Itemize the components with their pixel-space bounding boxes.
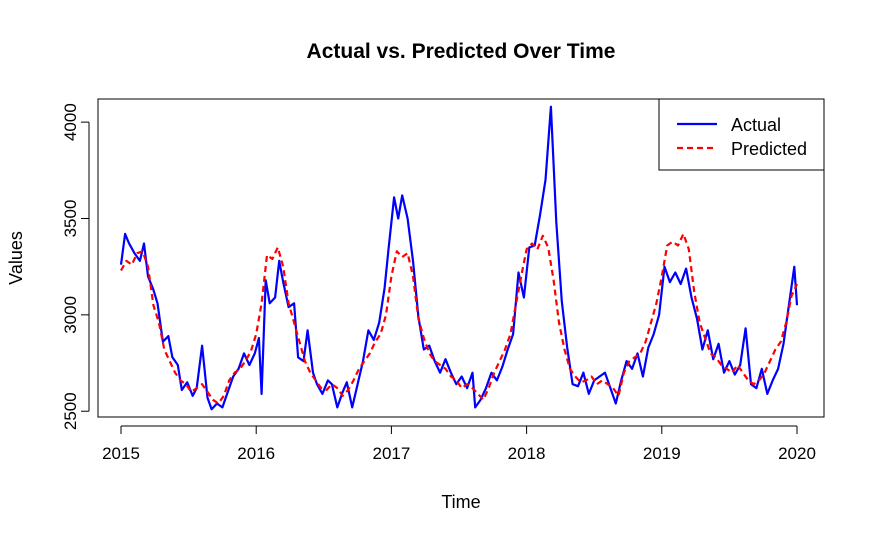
series-line-actual <box>119 105 799 411</box>
chart-title: Actual vs. Predicted Over Time <box>307 40 616 63</box>
series-line-predicted <box>120 232 798 405</box>
y-axis-label: Values <box>6 231 26 285</box>
series-layer <box>119 105 799 411</box>
y-tick-label: 3500 <box>61 200 80 238</box>
x-tick-label: 2016 <box>237 444 275 463</box>
x-axis: 2015 2016 2017 2018 2019 2020 <box>102 425 816 463</box>
y-tick-label: 2500 <box>61 392 80 430</box>
plot-frame <box>97 98 825 418</box>
x-tick-label: 2019 <box>643 444 681 463</box>
y-axis: 2500 3000 3500 4000 <box>61 103 90 430</box>
legend-label-actual: Actual <box>731 115 781 135</box>
x-tick-label: 2017 <box>372 444 410 463</box>
x-tick-label: 2015 <box>102 444 140 463</box>
x-tick-label: 2020 <box>778 444 816 463</box>
legend: Actual Predicted <box>658 98 825 171</box>
y-tick-label: 4000 <box>61 103 80 141</box>
x-axis-label: Time <box>441 492 480 512</box>
x-tick-label: 2018 <box>508 444 546 463</box>
legend-label-predicted: Predicted <box>731 139 807 159</box>
y-tick-label: 3000 <box>61 296 80 334</box>
legend-box <box>658 98 825 171</box>
